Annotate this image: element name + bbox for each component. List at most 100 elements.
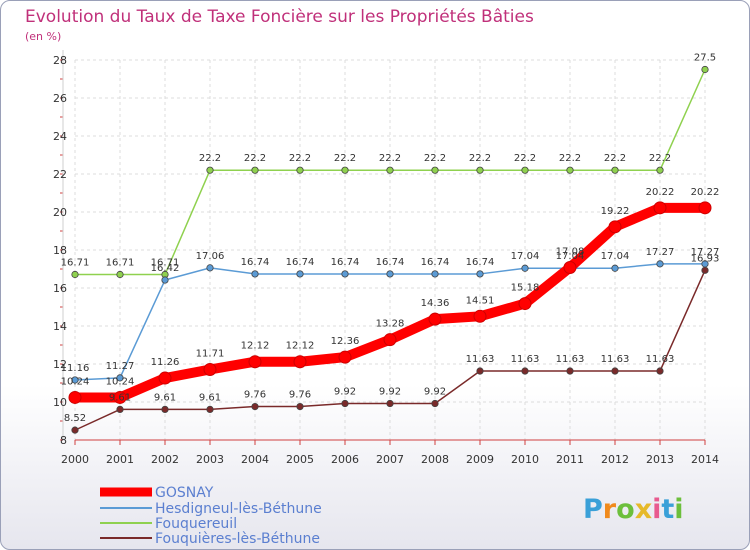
data-label: 11.16 xyxy=(61,363,90,374)
data-label: 9.92 xyxy=(379,387,401,398)
data-label: 22.2 xyxy=(244,153,266,164)
brand-letter: o xyxy=(616,494,635,525)
data-point xyxy=(296,270,304,278)
data-label: 9.76 xyxy=(244,390,266,401)
data-point xyxy=(341,270,349,278)
x-tick-label: 2003 xyxy=(196,453,224,466)
data-point xyxy=(656,367,664,375)
data-label: 20.22 xyxy=(646,187,675,198)
x-tick-label: 2000 xyxy=(61,453,89,466)
data-label: 13.28 xyxy=(376,319,405,330)
x-tick-label: 2001 xyxy=(106,453,134,466)
data-label: 22.2 xyxy=(424,153,446,164)
data-label: 17.06 xyxy=(196,251,225,262)
data-point xyxy=(116,405,124,414)
data-label: 10.24 xyxy=(106,376,135,387)
data-point xyxy=(386,270,394,278)
data-label: 16.71 xyxy=(106,258,135,269)
data-label: 19.22 xyxy=(601,206,630,217)
data-label: 22.2 xyxy=(559,153,581,164)
data-point xyxy=(116,374,124,382)
data-label: 22.2 xyxy=(469,153,491,164)
data-label: 17.27 xyxy=(691,247,720,258)
data-point xyxy=(248,355,262,369)
y-tick-label: 10 xyxy=(53,396,67,409)
data-point xyxy=(206,264,214,272)
data-point xyxy=(698,201,712,215)
data-label: 9.61 xyxy=(199,392,221,403)
data-point xyxy=(251,270,259,278)
y-tick-label: 16 xyxy=(53,282,67,295)
data-label: 9.61 xyxy=(109,392,131,403)
data-point xyxy=(701,260,709,268)
data-point xyxy=(383,333,397,347)
data-point xyxy=(566,166,574,174)
data-label: 11.63 xyxy=(511,354,540,365)
data-point xyxy=(701,266,709,274)
data-label: 27.5 xyxy=(694,53,716,64)
brand-letter: i xyxy=(652,494,661,525)
data-label: 22.2 xyxy=(604,153,626,164)
data-label: 11.27 xyxy=(106,361,135,372)
data-point xyxy=(476,270,484,278)
brand-letter: r xyxy=(603,494,617,525)
y-tick-label: 24 xyxy=(53,130,67,143)
data-point xyxy=(68,390,82,404)
brand-logo: Proxiti xyxy=(583,494,684,525)
data-label: 17.27 xyxy=(646,247,675,258)
data-label: 11.63 xyxy=(646,354,675,365)
data-label: 22.2 xyxy=(199,153,221,164)
legend-label-hesdigneul: Hesdigneul-lès-Béthune xyxy=(155,501,322,517)
data-label: 16.74 xyxy=(331,257,360,268)
data-label: 22.2 xyxy=(514,153,536,164)
data-point xyxy=(161,276,169,284)
data-label: 14.51 xyxy=(466,295,495,306)
x-tick-label: 2009 xyxy=(466,453,494,466)
y-tick-label: 28 xyxy=(53,54,67,67)
legend-label-fouquereuil: Fouquereuil xyxy=(155,516,237,532)
x-tick-label: 2012 xyxy=(601,453,629,466)
data-point xyxy=(431,399,439,408)
data-labels: 8.52 9.61 9.61 9.61 9.76 9.76 9.92 9.92 9.92 11.6… xyxy=(61,53,720,425)
data-point xyxy=(71,376,79,384)
data-label: 12.36 xyxy=(331,336,360,347)
data-point xyxy=(341,399,349,408)
brand-letter: i xyxy=(674,494,683,525)
x-tick-label: 2004 xyxy=(241,453,269,466)
data-label: 11.71 xyxy=(196,349,225,360)
data-label: 11.63 xyxy=(466,354,495,365)
data-label: 8.52 xyxy=(64,413,86,424)
data-label: 17.04 xyxy=(511,251,540,262)
data-label: 9.61 xyxy=(154,392,176,403)
data-point xyxy=(521,367,529,375)
x-tick-label: 2007 xyxy=(376,453,404,466)
data-point xyxy=(518,297,532,311)
data-point xyxy=(206,405,214,414)
data-label: 16.42 xyxy=(151,263,180,274)
data-label: 16.74 xyxy=(466,257,495,268)
data-point xyxy=(71,426,79,434)
data-label: 17.04 xyxy=(601,251,630,262)
data-label: 17.08 xyxy=(556,246,585,257)
y-tick-label: 8 xyxy=(60,434,67,447)
data-label: 9.76 xyxy=(289,390,311,401)
data-point xyxy=(116,270,124,279)
x-tick-label: 2014 xyxy=(691,453,719,466)
x-tick-label: 2006 xyxy=(331,453,359,466)
data-point xyxy=(653,201,667,215)
data-point xyxy=(611,166,619,174)
data-point xyxy=(338,350,352,364)
data-point xyxy=(431,166,439,174)
x-tick-label: 2011 xyxy=(556,453,584,466)
y-tick-label: 18 xyxy=(53,244,67,257)
data-label: 12.12 xyxy=(286,341,315,352)
data-point xyxy=(161,405,169,414)
data-label: 22.2 xyxy=(334,153,356,164)
data-label: 16.74 xyxy=(286,257,315,268)
data-label: 20.22 xyxy=(691,187,720,198)
y-tick-label: 12 xyxy=(53,358,67,371)
data-point xyxy=(386,399,394,408)
data-label: 16.93 xyxy=(691,253,720,264)
data-label: 11.63 xyxy=(601,354,630,365)
